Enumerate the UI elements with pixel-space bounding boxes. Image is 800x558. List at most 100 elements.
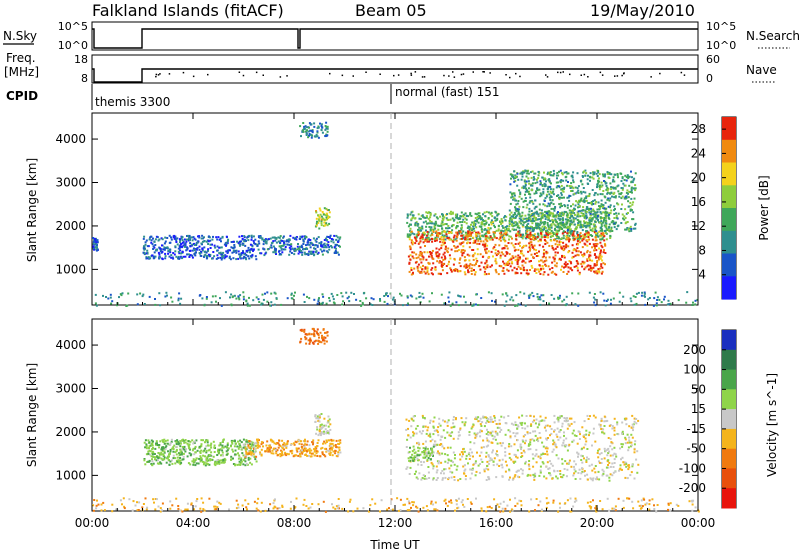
power-cell xyxy=(540,223,542,225)
power-cell xyxy=(211,301,213,303)
power-cell xyxy=(531,222,533,224)
power-cell xyxy=(478,212,480,214)
velocity-cell xyxy=(314,341,316,343)
velocity-cell xyxy=(189,441,191,443)
power-cell xyxy=(566,197,568,199)
power-cell xyxy=(558,203,560,205)
power-cell xyxy=(534,245,536,247)
power-cell xyxy=(567,229,569,231)
power-cell xyxy=(304,301,306,303)
power-cell xyxy=(483,240,485,242)
power-cell xyxy=(227,240,229,242)
power-cell xyxy=(613,205,615,207)
velocity-cell xyxy=(179,457,181,459)
power-cell xyxy=(514,246,516,248)
power-cell xyxy=(514,267,516,269)
power-cell xyxy=(489,266,491,268)
velocity-cell xyxy=(459,454,461,456)
power-cell xyxy=(252,299,254,301)
velocity-cell xyxy=(193,458,195,460)
power-cell xyxy=(199,249,201,251)
power-cell xyxy=(502,253,504,255)
power-cell xyxy=(539,180,541,182)
power-cell xyxy=(577,187,579,189)
power-cell xyxy=(527,236,529,238)
power-cell xyxy=(508,259,510,261)
power-cell xyxy=(489,239,491,241)
power-cell xyxy=(561,205,563,207)
velocity-cell xyxy=(259,451,261,453)
velocity-cell xyxy=(328,439,330,441)
power-cell xyxy=(630,209,632,211)
power-cell xyxy=(331,293,333,295)
power-cell xyxy=(440,247,442,249)
power-cell xyxy=(173,235,175,237)
power-cell xyxy=(584,175,586,177)
velocity-cell xyxy=(323,441,325,443)
velocity-cell xyxy=(328,450,330,452)
power-cell xyxy=(529,248,531,250)
power-cell xyxy=(649,297,651,299)
power-cell xyxy=(437,251,439,253)
power-cell xyxy=(587,234,589,236)
power-cell xyxy=(559,215,561,217)
power-cell xyxy=(644,293,646,295)
power-cell xyxy=(447,251,449,253)
power-cell xyxy=(303,240,305,242)
velocity-cell xyxy=(312,342,314,344)
power-cell xyxy=(521,179,523,181)
power-cell xyxy=(441,245,443,247)
velocity-cell xyxy=(187,455,189,457)
power-cell xyxy=(470,224,472,226)
power-cell xyxy=(596,184,598,186)
nave-dot xyxy=(286,75,288,77)
power-cell xyxy=(493,225,495,227)
power-cell xyxy=(536,187,538,189)
power-cell xyxy=(153,245,155,247)
power-cell xyxy=(578,203,580,205)
velocity-cell xyxy=(205,440,207,442)
power-cell xyxy=(158,292,160,294)
power-cell xyxy=(462,245,464,247)
power-cell xyxy=(471,273,473,275)
power-cell xyxy=(214,247,216,249)
velocity-cell xyxy=(243,439,245,441)
power-cell xyxy=(479,215,481,217)
velocity-cell xyxy=(321,427,323,429)
power-cell xyxy=(317,214,319,216)
power-cell xyxy=(561,185,563,187)
power-cell xyxy=(525,305,527,307)
power-cell xyxy=(409,233,411,235)
power-cell xyxy=(192,250,194,252)
velocity-cell xyxy=(214,445,216,447)
power-cell xyxy=(519,196,521,198)
velocity-cell xyxy=(210,451,212,453)
power-cell xyxy=(473,259,475,261)
power-cell xyxy=(598,178,600,180)
nave-dot xyxy=(452,71,454,73)
nsky-trace xyxy=(92,29,698,48)
power-cell xyxy=(594,265,596,267)
velocity-cell xyxy=(496,423,498,425)
power-cell xyxy=(215,301,217,303)
power-cell xyxy=(311,243,313,245)
velocity-cell xyxy=(232,451,234,453)
power-cell xyxy=(314,244,316,246)
power-cell xyxy=(527,223,529,225)
power-cell xyxy=(379,298,381,300)
power-cell xyxy=(609,206,611,208)
power-cell xyxy=(614,208,616,210)
power-cell xyxy=(449,267,451,269)
power-cell xyxy=(509,299,511,301)
power-cell xyxy=(271,247,273,249)
power-cell xyxy=(495,219,497,221)
velocity-cell xyxy=(271,452,273,454)
velocity-cell xyxy=(195,451,197,453)
power-cell xyxy=(520,216,522,218)
power-cell xyxy=(495,252,497,254)
power-cell xyxy=(606,228,608,230)
power-cell xyxy=(215,295,217,297)
power-cell xyxy=(547,224,549,226)
power-cell xyxy=(593,243,595,245)
velocity-cell xyxy=(244,454,246,456)
